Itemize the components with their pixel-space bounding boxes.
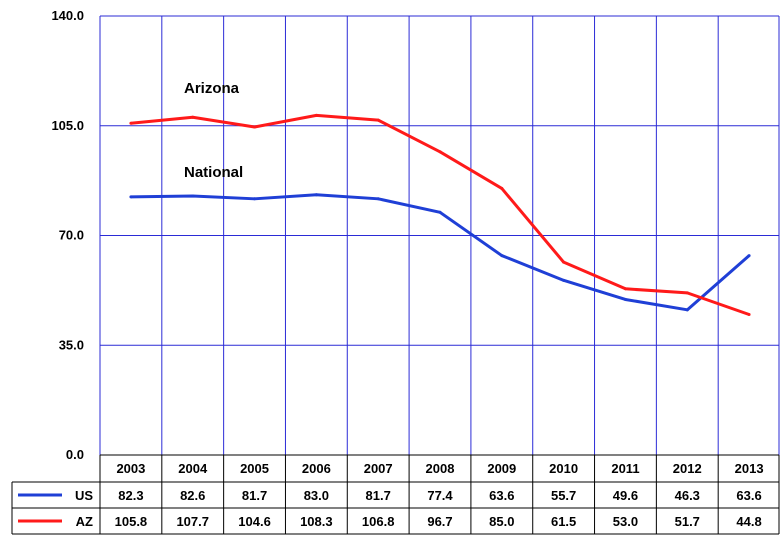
table-cell-us: 82.6 bbox=[180, 488, 205, 503]
x-tick-label: 2007 bbox=[364, 461, 393, 476]
data-point-az bbox=[314, 113, 318, 117]
y-axis-ticks: 0.0 35.0 70.0 105.0 140.0 bbox=[51, 8, 84, 462]
table-cell-az: 85.0 bbox=[489, 514, 514, 529]
data-point-us bbox=[438, 210, 442, 214]
chart-series bbox=[129, 113, 751, 317]
x-tick-label: 2013 bbox=[735, 461, 764, 476]
data-point-us bbox=[562, 278, 566, 282]
chart-annotations: Arizona National bbox=[184, 80, 243, 181]
data-point-us bbox=[253, 197, 257, 201]
data-point-az bbox=[500, 186, 504, 190]
data-point-az bbox=[623, 287, 627, 291]
x-tick-label: 2009 bbox=[487, 461, 516, 476]
data-point-az bbox=[191, 115, 195, 119]
table-cell-us: 55.7 bbox=[551, 488, 576, 503]
data-point-az bbox=[129, 121, 133, 125]
data-point-us bbox=[129, 195, 133, 199]
x-tick-label: 2005 bbox=[240, 461, 269, 476]
series-annotation: Arizona bbox=[184, 80, 240, 97]
x-tick-label: 2012 bbox=[673, 461, 702, 476]
x-tick-label: 2010 bbox=[549, 461, 578, 476]
table-cell-az: 106.8 bbox=[362, 514, 395, 529]
x-tick-label: 2011 bbox=[611, 461, 639, 476]
y-tick-label: 140.0 bbox=[51, 8, 84, 23]
data-point-us bbox=[747, 254, 751, 258]
table-cell-us: 81.7 bbox=[366, 488, 391, 503]
data-point-az bbox=[685, 291, 689, 295]
table-cell-az: 107.7 bbox=[176, 514, 209, 529]
table-cell-az: 104.6 bbox=[238, 514, 271, 529]
x-tick-label: 2004 bbox=[178, 461, 208, 476]
table-cell-az: 44.8 bbox=[736, 514, 761, 529]
table-row-label-az: AZ bbox=[76, 514, 93, 529]
data-point-us bbox=[685, 308, 689, 312]
table-cell-az: 105.8 bbox=[115, 514, 148, 529]
chart-grid bbox=[99, 15, 780, 456]
x-tick-label: 2003 bbox=[116, 461, 145, 476]
table-cell-az: 61.5 bbox=[551, 514, 576, 529]
data-point-us bbox=[623, 297, 627, 301]
data-point-az bbox=[438, 150, 442, 154]
data-point-az bbox=[376, 118, 380, 122]
table-cell-us: 81.7 bbox=[242, 488, 267, 503]
x-tick-label: 2006 bbox=[302, 461, 331, 476]
data-point-az bbox=[562, 260, 566, 264]
table-row-label-us: US bbox=[75, 488, 93, 503]
data-point-az bbox=[747, 313, 751, 317]
table-cell-az: 108.3 bbox=[300, 514, 333, 529]
series-annotation: National bbox=[184, 164, 243, 181]
data-point-us bbox=[191, 194, 195, 198]
table-cell-az: 96.7 bbox=[427, 514, 452, 529]
data-point-az bbox=[253, 125, 257, 129]
x-tick-label: 2008 bbox=[426, 461, 455, 476]
table-cell-us: 49.6 bbox=[613, 488, 638, 503]
y-tick-label: 35.0 bbox=[59, 337, 84, 352]
data-point-us bbox=[500, 254, 504, 258]
table-cell-us: 83.0 bbox=[304, 488, 329, 503]
table-cell-az: 51.7 bbox=[675, 514, 700, 529]
table-cell-us: 82.3 bbox=[118, 488, 143, 503]
table-cell-us: 63.6 bbox=[489, 488, 514, 503]
table-cell-us: 63.6 bbox=[736, 488, 761, 503]
data-point-us bbox=[376, 197, 380, 201]
table-cell-us: 46.3 bbox=[675, 488, 700, 503]
data-point-us bbox=[314, 193, 318, 197]
table-cell-az: 53.0 bbox=[613, 514, 638, 529]
data-table: 2003 2004 2005 2006 2007 2008 2009 2010 2011 2012… bbox=[11, 454, 780, 535]
y-tick-label: 70.0 bbox=[59, 228, 84, 243]
y-tick-label: 0.0 bbox=[66, 447, 84, 462]
table-cell-us: 77.4 bbox=[427, 488, 453, 503]
y-tick-label: 105.0 bbox=[51, 118, 84, 133]
